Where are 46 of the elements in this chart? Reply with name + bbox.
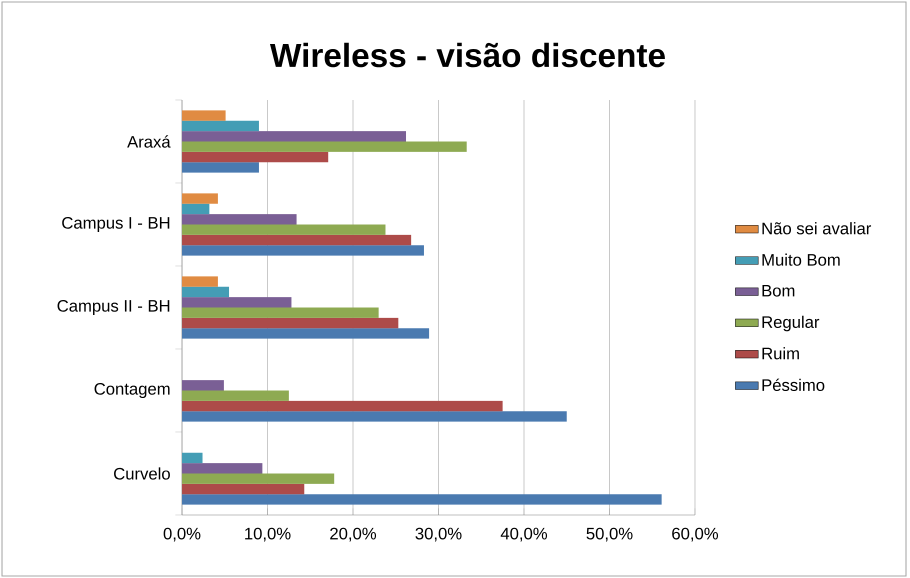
- x-tick-label: 40,0%: [500, 528, 548, 542]
- bar: [182, 484, 304, 494]
- bar: [182, 162, 259, 173]
- chart-title: Wireless - visão discente: [270, 42, 665, 68]
- bar: [182, 214, 297, 224]
- legend-label: Muito Bom: [762, 254, 840, 266]
- x-tick-label: 30,0%: [416, 528, 462, 542]
- legend-label: Regular: [762, 316, 820, 332]
- bar: [182, 463, 262, 474]
- bar: [182, 110, 226, 121]
- bar: [182, 411, 567, 422]
- bar: [182, 120, 259, 132]
- bar: [182, 494, 662, 505]
- x-tick-label: 60,0%: [672, 528, 718, 542]
- x-tick-label: 0,0%: [164, 528, 200, 542]
- bar: [182, 307, 379, 318]
- bar: [182, 318, 398, 328]
- bar: [182, 152, 328, 162]
- y-tick-label: Araxá: [127, 135, 171, 148]
- bar: [182, 390, 289, 401]
- bar: [182, 400, 503, 412]
- bar: [182, 141, 467, 152]
- bar: [182, 234, 412, 246]
- bar: [182, 193, 218, 204]
- bar: [182, 245, 424, 256]
- bar: [182, 380, 224, 390]
- bar: [182, 473, 334, 484]
- x-tick-label: 20,0%: [330, 528, 376, 542]
- bar: [182, 204, 210, 214]
- y-tick-label: Contagem: [94, 382, 170, 398]
- bar: [182, 276, 218, 287]
- legend-label: Não sei avaliar: [762, 222, 872, 234]
- y-tick-label: Curvelo: [114, 467, 170, 480]
- bar: [182, 131, 406, 142]
- legend-label: Péssimo: [762, 378, 824, 392]
- x-tick-label: 10,0%: [245, 528, 291, 542]
- x-tick-label: 50,0%: [586, 528, 633, 542]
- bar: [182, 224, 386, 235]
- y-tick-label: Campus I - BH: [62, 216, 170, 232]
- y-tick-label: Campus II - BH: [58, 300, 170, 316]
- bar: [182, 286, 230, 298]
- legend-label: Bom: [762, 284, 794, 297]
- legend-label: Ruim: [762, 347, 799, 360]
- bar: [182, 297, 292, 308]
- bar: [182, 452, 203, 464]
- bar: [182, 328, 430, 339]
